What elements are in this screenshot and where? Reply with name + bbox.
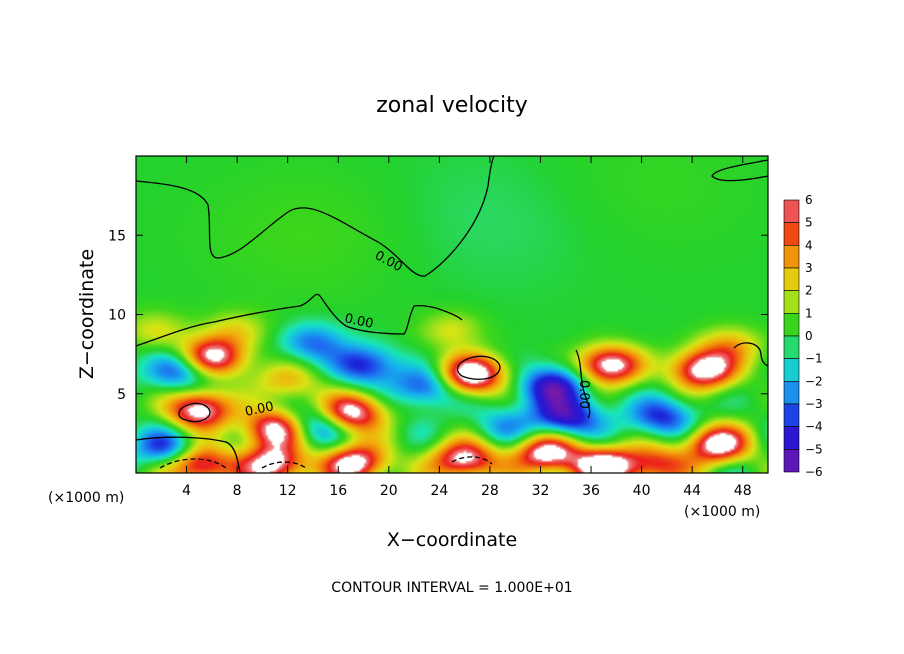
colorbar-swatch bbox=[783, 199, 800, 223]
colorbar-tick-label: 4 bbox=[805, 238, 813, 252]
colorbar-swatch bbox=[783, 313, 800, 337]
x-tick-label: 48 bbox=[734, 483, 752, 499]
x-tick-label: 24 bbox=[430, 483, 448, 499]
zero-contour-upper bbox=[136, 156, 495, 277]
colorbar-swatch bbox=[783, 290, 800, 314]
y-axis-label: Z−coordinate bbox=[76, 249, 98, 379]
colorbar-tick-label: −4 bbox=[805, 420, 823, 434]
dashed-contour-left bbox=[159, 458, 227, 469]
contour-label-right: 0.00 bbox=[576, 380, 591, 409]
contour-label-lower: 0.00 bbox=[244, 399, 275, 420]
contour-inner-center bbox=[456, 355, 501, 380]
x-tick-label: 44 bbox=[683, 483, 701, 499]
x-axis: 4 8 12 16 20 24 28 32 36 40 44 48 bbox=[182, 156, 752, 499]
colorbar-swatch bbox=[783, 358, 800, 382]
zero-contour-topright bbox=[711, 159, 768, 182]
colorbar-swatch bbox=[783, 245, 800, 269]
x-tick-label: 16 bbox=[329, 483, 347, 499]
colorbar-tick-label: 6 bbox=[805, 193, 813, 207]
contour-interval-note: CONTOUR INTERVAL = 1.000E+01 bbox=[331, 580, 572, 596]
colorbar-swatch bbox=[783, 449, 800, 473]
colorbar-tick-label: −2 bbox=[805, 374, 823, 388]
colorbar-tick-label: 0 bbox=[805, 329, 813, 343]
chart-title: zonal velocity bbox=[376, 93, 528, 118]
colorbar: 6 5 4 3 2 1 0 −1 −2 −3 −4 −5 −6 bbox=[783, 193, 823, 479]
y-tick-label: 10 bbox=[108, 308, 126, 324]
colorbar-tick-label: −1 bbox=[805, 352, 823, 366]
colorbar-tick-label: −6 bbox=[805, 465, 823, 479]
x-tick-label: 36 bbox=[582, 483, 600, 499]
zero-contour-lower bbox=[136, 436, 241, 473]
contour-right-column bbox=[575, 349, 591, 419]
dashed-contour-center bbox=[451, 456, 493, 465]
zero-contour-middle bbox=[136, 293, 463, 347]
y-axis: 5 10 15 bbox=[108, 228, 768, 403]
x-tick-label: 32 bbox=[532, 483, 550, 499]
y-tick-label: 15 bbox=[108, 228, 126, 244]
colorbar-swatch bbox=[783, 426, 800, 450]
y-tick-label: 5 bbox=[117, 387, 126, 403]
colorbar-tick-label: 1 bbox=[805, 306, 813, 320]
x-axis-label: X−coordinate bbox=[387, 529, 517, 551]
x-tick-label: 28 bbox=[481, 483, 499, 499]
x-tick-label: 40 bbox=[633, 483, 651, 499]
colorbar-swatch bbox=[783, 381, 800, 405]
colorbar-swatch bbox=[783, 267, 800, 291]
contour-right-bump bbox=[733, 342, 768, 367]
x-tick-label: 4 bbox=[182, 483, 191, 499]
colorbar-tick-label: −5 bbox=[805, 442, 823, 456]
contour-label-middle: 0.00 bbox=[343, 311, 374, 332]
colorbar-swatch bbox=[783, 335, 800, 359]
x-tick-label: 20 bbox=[380, 483, 398, 499]
dashed-contour-mid bbox=[261, 461, 307, 469]
colorbar-tick-label: 2 bbox=[805, 284, 813, 298]
colorbar-tick-label: 5 bbox=[805, 216, 813, 230]
colorbar-swatch bbox=[783, 403, 800, 427]
colorbar-swatch bbox=[783, 222, 800, 246]
x-unit-label-left: (×1000 m) bbox=[48, 490, 124, 506]
colorbar-tick-label: 3 bbox=[805, 261, 813, 275]
x-tick-label: 12 bbox=[279, 483, 297, 499]
contour-inner-left bbox=[178, 402, 211, 423]
contour-lines bbox=[136, 156, 768, 473]
x-tick-label: 8 bbox=[233, 483, 242, 499]
colorbar-tick-label: −3 bbox=[805, 397, 823, 411]
x-unit-label-right: (×1000 m) bbox=[684, 504, 760, 520]
